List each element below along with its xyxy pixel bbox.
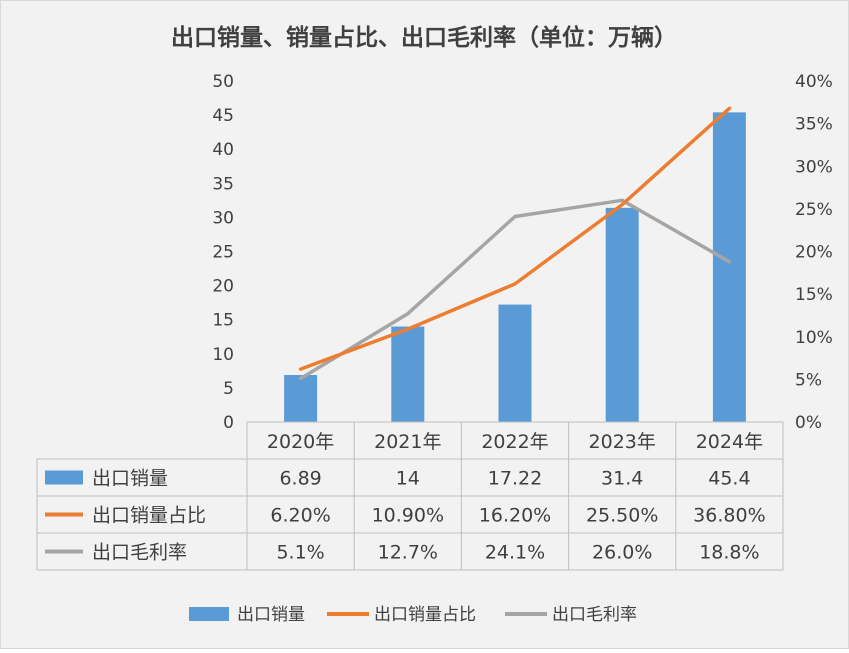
table-cell-value: 14 — [396, 468, 420, 490]
category-label: 2022年 — [481, 431, 548, 453]
left-axis-tick-label: 35 — [212, 174, 234, 194]
table-cell-value: 31.4 — [601, 468, 643, 490]
left-axis-tick-label: 15 — [212, 311, 234, 331]
data-table-grid — [36, 421, 784, 571]
table-cell-value: 6.20% — [270, 505, 330, 527]
category-label: 2023年 — [589, 431, 656, 453]
chart-legend: 出口销量 出口销量占比 出口毛利率 — [189, 605, 637, 625]
left-axis-tick-label: 5 — [223, 379, 234, 399]
table-row-label: 出口销量占比 — [92, 505, 206, 527]
category-label: 2024年 — [696, 431, 763, 453]
table-cell-value: 10.90% — [372, 505, 444, 527]
table-cell-value: 12.7% — [378, 542, 438, 564]
table-row-label: 出口毛利率 — [92, 542, 187, 564]
right-axis-tick-label: 20% — [795, 243, 833, 263]
bar-export-volume-5 — [712, 112, 746, 422]
table-cell-value: 5.1% — [276, 542, 324, 564]
table-cell-value: 26.0% — [592, 542, 652, 564]
line-volume-share — [298, 106, 732, 371]
right-axis-tick-label: 40% — [795, 72, 833, 92]
table-cell-value: 25.50% — [586, 505, 658, 527]
table-row-label: 出口销量 — [92, 468, 168, 490]
table-cell-value: 36.80% — [693, 505, 765, 527]
left-axis-tick-label: 40 — [212, 140, 234, 160]
right-axis-tick-label: 10% — [795, 328, 833, 348]
left-axis-tick-label: 30 — [212, 208, 234, 228]
table-cell-value: 16.20% — [479, 505, 551, 527]
left-axis-tick-label: 10 — [212, 345, 234, 365]
left-axis-tick-label: 20 — [212, 277, 234, 297]
right-axis-tick-label: 25% — [795, 200, 833, 220]
table-cell-value: 17.22 — [488, 468, 542, 490]
table-cell-value: 45.4 — [708, 468, 750, 490]
chart-title: 出口销量、销量占比、出口毛利率（单位：万辆） — [171, 24, 677, 51]
legend-label: 出口销量占比 — [374, 605, 476, 625]
category-label: 2021年 — [374, 431, 441, 453]
right-axis-tick-label: 5% — [795, 370, 822, 390]
table-cell-value: 18.8% — [699, 542, 759, 564]
table-legend-key-bar — [45, 470, 83, 485]
line-gross-margin — [298, 198, 732, 381]
category-label: 2020年 — [267, 431, 334, 453]
left-axis-tick-label: 0 — [223, 413, 234, 433]
legend-key-bar — [189, 607, 229, 621]
legend-label: 出口销量 — [237, 605, 305, 625]
right-axis-tick-label: 30% — [795, 157, 833, 177]
bar-export-volume-1 — [284, 375, 318, 422]
bar-export-volume-2 — [391, 326, 425, 422]
right-axis-tick-label: 35% — [795, 115, 833, 135]
left-axis-tick-label: 25 — [212, 243, 234, 263]
left-axis-tick-label: 50 — [212, 72, 234, 92]
right-axis-tick-label: 15% — [795, 285, 833, 305]
right-axis-tick-label: 0% — [795, 413, 822, 433]
bar-export-volume-3 — [498, 304, 532, 422]
table-cell-value: 6.89 — [279, 468, 321, 490]
left-axis-tick-label: 45 — [212, 106, 234, 126]
bar-export-volume-4 — [605, 207, 639, 422]
legend-label: 出口毛利率 — [552, 605, 637, 625]
table-cell-value: 24.1% — [485, 542, 545, 564]
